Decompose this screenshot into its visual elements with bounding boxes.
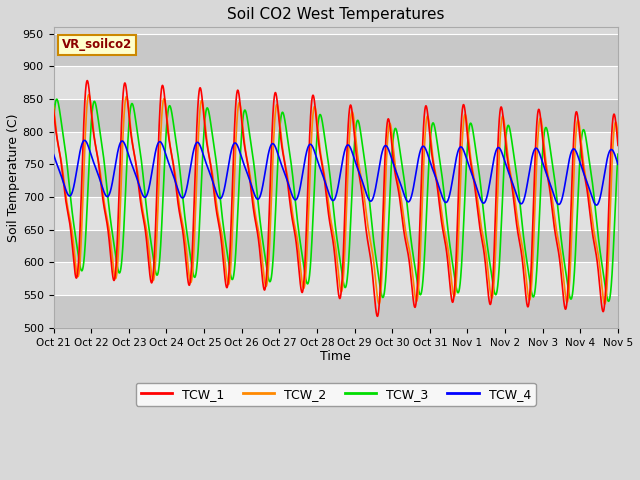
Y-axis label: Soil Temperature (C): Soil Temperature (C) (7, 113, 20, 242)
Legend: TCW_1, TCW_2, TCW_3, TCW_4: TCW_1, TCW_2, TCW_3, TCW_4 (136, 383, 536, 406)
Bar (54, 197, 618, 230)
Bar (54, 263, 618, 295)
Bar (54, 66, 618, 99)
Bar (54, 99, 618, 132)
Bar (54, 165, 618, 197)
Title: Soil CO2 West Temperatures: Soil CO2 West Temperatures (227, 7, 445, 22)
Bar (54, 230, 618, 263)
Bar (54, 34, 618, 66)
X-axis label: Time: Time (321, 350, 351, 363)
Text: VR_soilco2: VR_soilco2 (62, 38, 132, 51)
Bar (54, 295, 618, 328)
Bar (54, 132, 618, 165)
